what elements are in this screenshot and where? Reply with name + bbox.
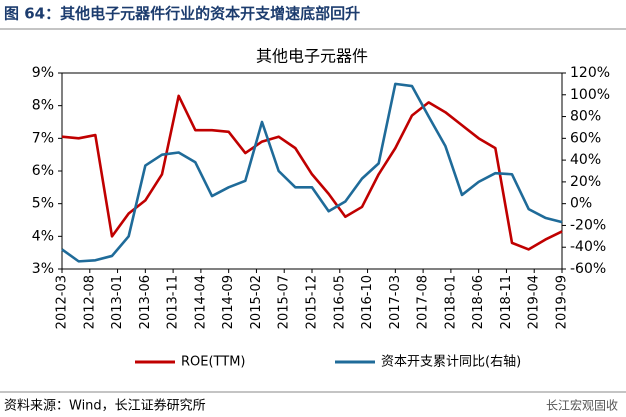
y2-tick-label: 100% bbox=[570, 87, 610, 103]
legend-label: ROE(TTM) bbox=[181, 355, 246, 370]
x-tick-label: 2019-04 bbox=[527, 275, 542, 329]
x-tick-label: 2018-11 bbox=[499, 275, 514, 329]
y2-tick-label: 60% bbox=[570, 130, 601, 146]
y-tick-label: 4% bbox=[32, 228, 54, 244]
y2-tick-label: 120% bbox=[570, 65, 610, 81]
y-tick-label: 5% bbox=[32, 196, 54, 212]
plot-frame bbox=[61, 72, 563, 270]
y-tick-label: 9% bbox=[32, 65, 54, 81]
y2-tick-label: -60% bbox=[570, 261, 606, 277]
x-tick-label: 2016-10 bbox=[360, 275, 375, 329]
x-tick-label: 2013-11 bbox=[166, 275, 181, 329]
y-tick-label: 6% bbox=[32, 163, 54, 179]
x-tick-label: 2014-09 bbox=[221, 275, 236, 329]
chart-title: 其他电子元器件 bbox=[256, 47, 368, 66]
series-line bbox=[61, 94, 563, 251]
x-tick-label: 2016-05 bbox=[332, 275, 347, 329]
y2-tick-label: -20% bbox=[570, 217, 606, 233]
y2-tick-label: 20% bbox=[570, 174, 601, 190]
x-tick-label: 2018-06 bbox=[471, 275, 486, 329]
source: 资料来源：Wind，长江证券研究所 bbox=[4, 398, 206, 414]
y2-tick-label: 80% bbox=[570, 109, 601, 125]
x-tick-label: 2015-07 bbox=[277, 275, 292, 329]
y-tick-label: 3% bbox=[32, 261, 54, 277]
y2-tick-label: -40% bbox=[570, 239, 606, 255]
x-tick-label: 2017-03 bbox=[388, 275, 403, 329]
y-tick-label: 8% bbox=[32, 98, 54, 114]
watermark: 长江宏观固收 bbox=[546, 398, 618, 413]
x-tick-label: 2014-04 bbox=[193, 275, 208, 329]
x-tick-label: 2013-01 bbox=[110, 275, 125, 329]
x-tick-label: 2018-01 bbox=[443, 275, 458, 329]
y2-tick-label: 0% bbox=[570, 196, 592, 212]
x-tick-label: 2012-03 bbox=[55, 275, 70, 329]
y-tick-label: 7% bbox=[32, 130, 54, 146]
series-line bbox=[61, 82, 563, 263]
x-tick-label: 2017-08 bbox=[416, 275, 431, 329]
x-tick-label: 2012-08 bbox=[82, 275, 97, 329]
x-tick-label: 2019-09 bbox=[555, 275, 570, 329]
figure-header: 图 64：其他电子元器件行业的资本开支增速底部回升 bbox=[4, 5, 360, 23]
x-tick-label: 2015-12 bbox=[305, 275, 320, 329]
x-tick-label: 2015-02 bbox=[249, 275, 264, 329]
y2-tick-label: 40% bbox=[570, 152, 601, 168]
x-tick-label: 2013-06 bbox=[138, 275, 153, 329]
legend-label: 资本开支累计同比(右轴) bbox=[381, 355, 521, 370]
